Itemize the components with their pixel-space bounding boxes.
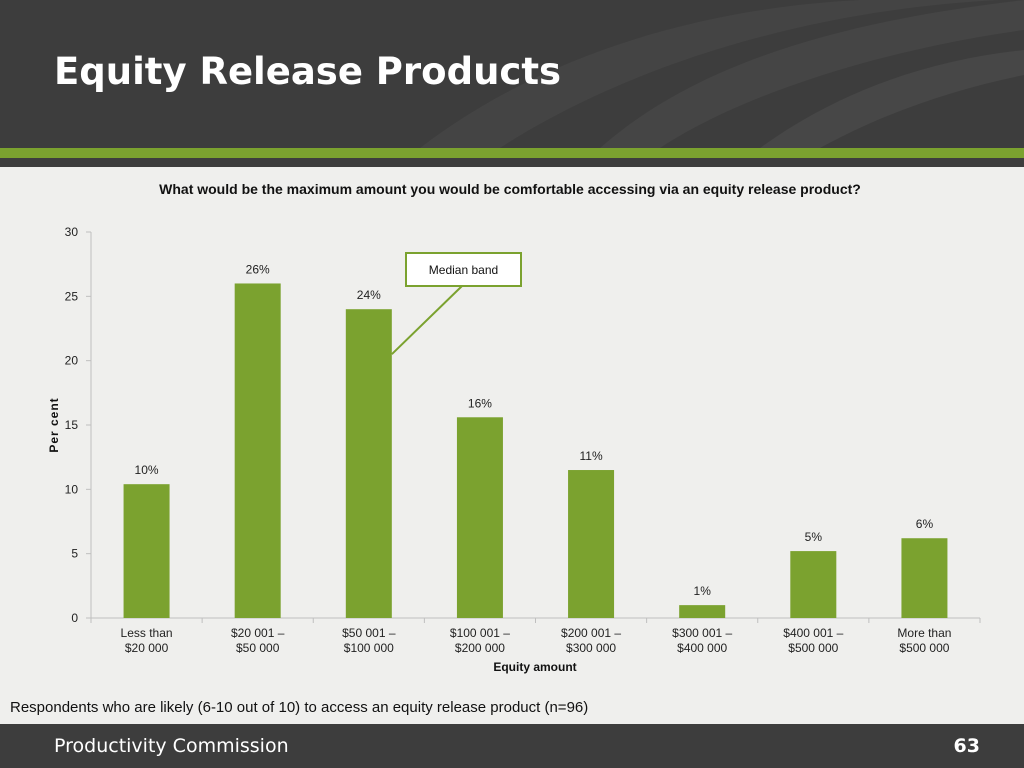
bar: [234, 283, 281, 618]
header-banner: Equity Release Products: [0, 0, 1024, 148]
y-tick-label: 25: [65, 289, 79, 303]
y-tick-label: 0: [71, 611, 78, 625]
x-tick-label: $20 001 –: [231, 626, 285, 640]
slide-title: Equity Release Products: [54, 50, 562, 93]
data-label: 5%: [805, 530, 823, 544]
x-tick-label: $200 001 –: [561, 626, 621, 640]
bar: [568, 470, 615, 618]
x-tick-label: Less than: [121, 626, 173, 640]
data-label: 16%: [468, 396, 492, 410]
data-label: 6%: [916, 517, 934, 531]
callout-label: Median band: [429, 263, 498, 277]
y-tick-label: 15: [65, 418, 79, 432]
data-label: 11%: [579, 449, 602, 463]
data-label: 1%: [694, 584, 712, 598]
footer-organisation: Productivity Commission: [54, 735, 289, 757]
y-tick-label: 10: [65, 482, 79, 496]
divider-band: [0, 158, 1024, 167]
x-tick-label: $400 001 –: [783, 626, 843, 640]
x-tick-label: $500 000: [899, 641, 949, 655]
x-tick-label: $20 000: [125, 641, 169, 655]
bar: [123, 484, 170, 618]
x-tick-label: $300 000: [566, 641, 616, 655]
data-label: 10%: [135, 463, 159, 477]
x-tick-label: $50 001 –: [342, 626, 396, 640]
data-label: 26%: [246, 262, 270, 276]
median-band-callout: [405, 252, 522, 287]
x-tick-label: $200 000: [455, 641, 505, 655]
callout-pointer: [391, 285, 463, 355]
y-tick-label: 5: [71, 547, 78, 561]
bar: [790, 551, 837, 618]
y-tick-label: 20: [65, 354, 79, 368]
footer-bar: Productivity Commission 63: [0, 724, 1024, 768]
x-tick-label: $50 000: [236, 641, 280, 655]
bar: [679, 605, 726, 618]
x-tick-label: $100 001 –: [450, 626, 510, 640]
x-axis-title: Equity amount: [493, 660, 576, 674]
x-tick-label: $100 000: [344, 641, 394, 655]
page-number: 63: [953, 735, 980, 757]
accent-band: [0, 148, 1024, 158]
x-tick-label: More than: [897, 626, 951, 640]
header-decoration: [420, 0, 1024, 148]
y-axis-title: Per cent: [47, 397, 61, 452]
bar: [456, 417, 503, 618]
x-tick-label: $300 001 –: [672, 626, 732, 640]
chart-title: What would be the maximum amount you wou…: [159, 181, 861, 197]
y-tick-label: 30: [65, 225, 79, 239]
bar: [901, 538, 948, 618]
data-label: 24%: [357, 288, 381, 302]
x-tick-label: $500 000: [788, 641, 838, 655]
bar: [345, 309, 392, 618]
footnote: Respondents who are likely (6-10 out of …: [10, 699, 589, 716]
x-tick-label: $400 000: [677, 641, 727, 655]
